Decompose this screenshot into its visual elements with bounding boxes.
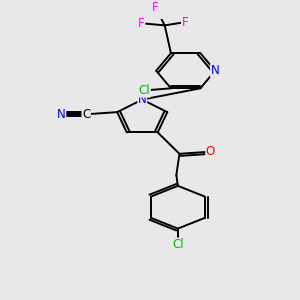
Text: N: N (211, 64, 220, 77)
Text: N: N (138, 93, 147, 106)
Text: N: N (57, 108, 66, 121)
Text: O: O (206, 145, 215, 158)
Text: F: F (138, 17, 145, 30)
Text: Cl: Cl (172, 238, 184, 251)
Text: F: F (182, 16, 188, 29)
Text: Cl: Cl (139, 84, 150, 97)
Text: C: C (82, 108, 90, 121)
Text: F: F (152, 1, 159, 14)
